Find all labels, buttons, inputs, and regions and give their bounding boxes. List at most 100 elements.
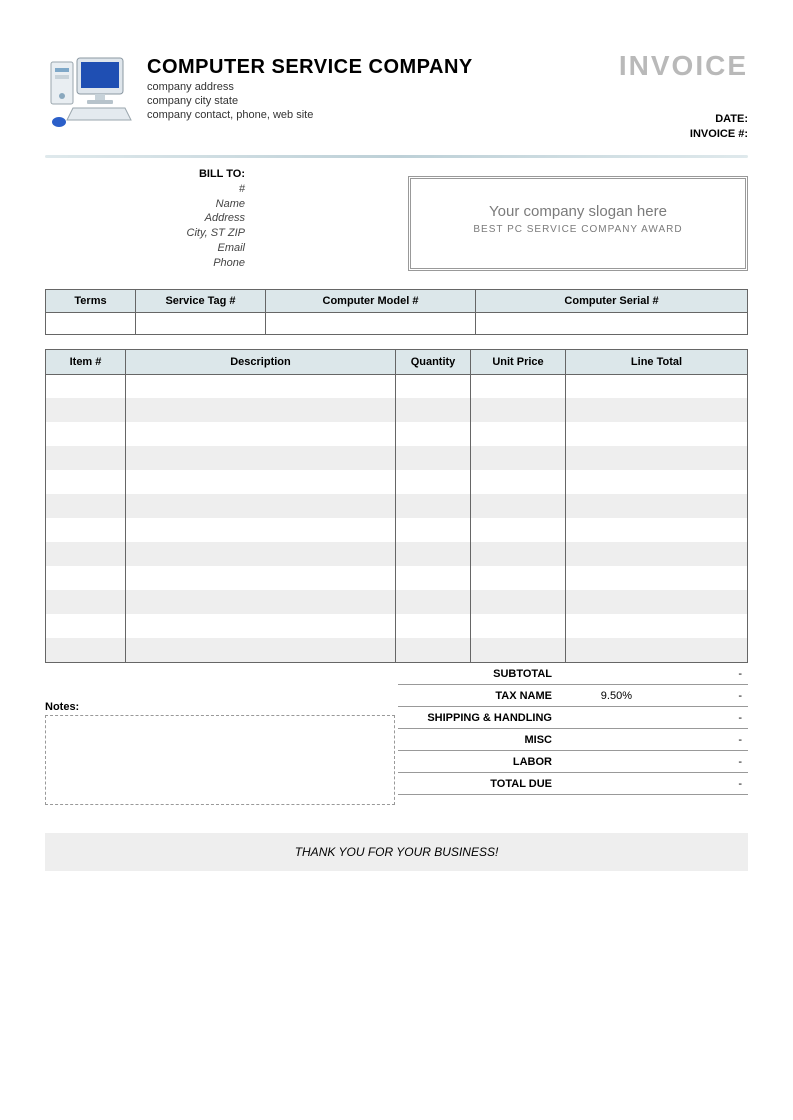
items-cell[interactable]: [396, 398, 471, 422]
billto-field: #: [45, 182, 245, 197]
items-cell[interactable]: [471, 566, 566, 590]
items-cell[interactable]: [46, 638, 126, 662]
meta-cell-serial[interactable]: [476, 312, 748, 334]
thanks-bar: THANK YOU FOR YOUR BUSINESS!: [45, 833, 748, 871]
meta-cell-model[interactable]: [266, 312, 476, 334]
items-cell[interactable]: [396, 422, 471, 446]
totals-table: SUBTOTAL-TAX NAME9.50%-SHIPPING & HANDLI…: [398, 663, 748, 796]
items-cell[interactable]: [566, 446, 748, 470]
items-header-item: Item #: [46, 349, 126, 374]
items-cell[interactable]: [396, 542, 471, 566]
items-cell[interactable]: [396, 590, 471, 614]
items-cell[interactable]: [46, 542, 126, 566]
items-cell[interactable]: [471, 542, 566, 566]
items-cell[interactable]: [396, 518, 471, 542]
notes-box[interactable]: [45, 715, 395, 805]
items-cell[interactable]: [396, 446, 471, 470]
items-cell[interactable]: [566, 590, 748, 614]
totals-row: SHIPPING & HANDLING-: [398, 707, 748, 729]
totals-rate: [558, 751, 638, 773]
items-cell[interactable]: [471, 470, 566, 494]
items-cell[interactable]: [471, 422, 566, 446]
items-cell[interactable]: [566, 518, 748, 542]
items-cell[interactable]: [396, 470, 471, 494]
items-cell[interactable]: [396, 566, 471, 590]
items-cell[interactable]: [46, 398, 126, 422]
items-cell[interactable]: [471, 374, 566, 398]
company-name: COMPUTER SERVICE COMPANY: [147, 56, 536, 79]
thanks-text: THANK YOU FOR YOUR BUSINESS!: [295, 845, 499, 859]
items-header-unit-price: Unit Price: [471, 349, 566, 374]
meta-cell-terms[interactable]: [46, 312, 136, 334]
slogan-main: Your company slogan here: [421, 203, 735, 220]
items-cell[interactable]: [566, 566, 748, 590]
items-cell[interactable]: [566, 470, 748, 494]
items-row: [46, 566, 748, 590]
items-cell[interactable]: [126, 398, 396, 422]
totals-label: TOTAL DUE: [398, 773, 558, 795]
items-cell[interactable]: [566, 542, 748, 566]
company-address: company address: [147, 81, 536, 93]
totals-label: TAX NAME: [398, 685, 558, 707]
items-cell[interactable]: [126, 518, 396, 542]
date-label: DATE:: [715, 113, 748, 125]
items-cell[interactable]: [471, 638, 566, 662]
invoice-block: INVOICE DATE: INVOICE #:: [548, 50, 748, 143]
items-cell[interactable]: [46, 590, 126, 614]
items-cell[interactable]: [396, 494, 471, 518]
items-cell[interactable]: [566, 374, 748, 398]
items-cell[interactable]: [471, 494, 566, 518]
items-cell[interactable]: [126, 566, 396, 590]
items-cell[interactable]: [396, 374, 471, 398]
items-cell[interactable]: [396, 638, 471, 662]
totals-rate: [558, 707, 638, 729]
items-cell[interactable]: [46, 518, 126, 542]
company-logo: [45, 50, 135, 143]
totals-rate: [558, 663, 638, 685]
items-cell[interactable]: [46, 470, 126, 494]
meta-header-serial: Computer Serial #: [476, 289, 748, 312]
items-cell[interactable]: [471, 446, 566, 470]
items-cell[interactable]: [566, 638, 748, 662]
billto-field: Address: [45, 211, 245, 226]
items-cell[interactable]: [126, 542, 396, 566]
items-cell[interactable]: [126, 470, 396, 494]
notes-label: Notes:: [45, 701, 398, 713]
items-cell[interactable]: [46, 494, 126, 518]
items-cell[interactable]: [46, 374, 126, 398]
header-divider: [45, 155, 748, 158]
items-cell[interactable]: [46, 566, 126, 590]
totals-value: -: [638, 707, 748, 729]
items-cell[interactable]: [126, 494, 396, 518]
items-row: [46, 470, 748, 494]
meta-cell-service-tag[interactable]: [136, 312, 266, 334]
items-cell[interactable]: [126, 374, 396, 398]
billto-field: Name: [45, 197, 245, 212]
items-cell[interactable]: [126, 638, 396, 662]
items-cell[interactable]: [471, 518, 566, 542]
items-cell[interactable]: [471, 398, 566, 422]
totals-row: TOTAL DUE-: [398, 773, 748, 795]
totals-rate: 9.50%: [558, 685, 638, 707]
items-cell[interactable]: [126, 446, 396, 470]
items-row: [46, 398, 748, 422]
items-cell[interactable]: [566, 614, 748, 638]
items-cell[interactable]: [396, 614, 471, 638]
items-cell[interactable]: [126, 422, 396, 446]
items-cell[interactable]: [566, 398, 748, 422]
items-cell[interactable]: [126, 614, 396, 638]
items-cell[interactable]: [566, 422, 748, 446]
billto-field: Phone: [45, 256, 245, 271]
totals-value: -: [638, 729, 748, 751]
items-cell[interactable]: [471, 614, 566, 638]
items-cell[interactable]: [471, 590, 566, 614]
items-cell[interactable]: [126, 590, 396, 614]
items-row: [46, 422, 748, 446]
items-cell[interactable]: [46, 446, 126, 470]
items-cell[interactable]: [566, 494, 748, 518]
items-cell[interactable]: [46, 422, 126, 446]
items-cell[interactable]: [46, 614, 126, 638]
totals-row: TAX NAME9.50%-: [398, 685, 748, 707]
items-row: [46, 614, 748, 638]
totals-rate: [558, 729, 638, 751]
